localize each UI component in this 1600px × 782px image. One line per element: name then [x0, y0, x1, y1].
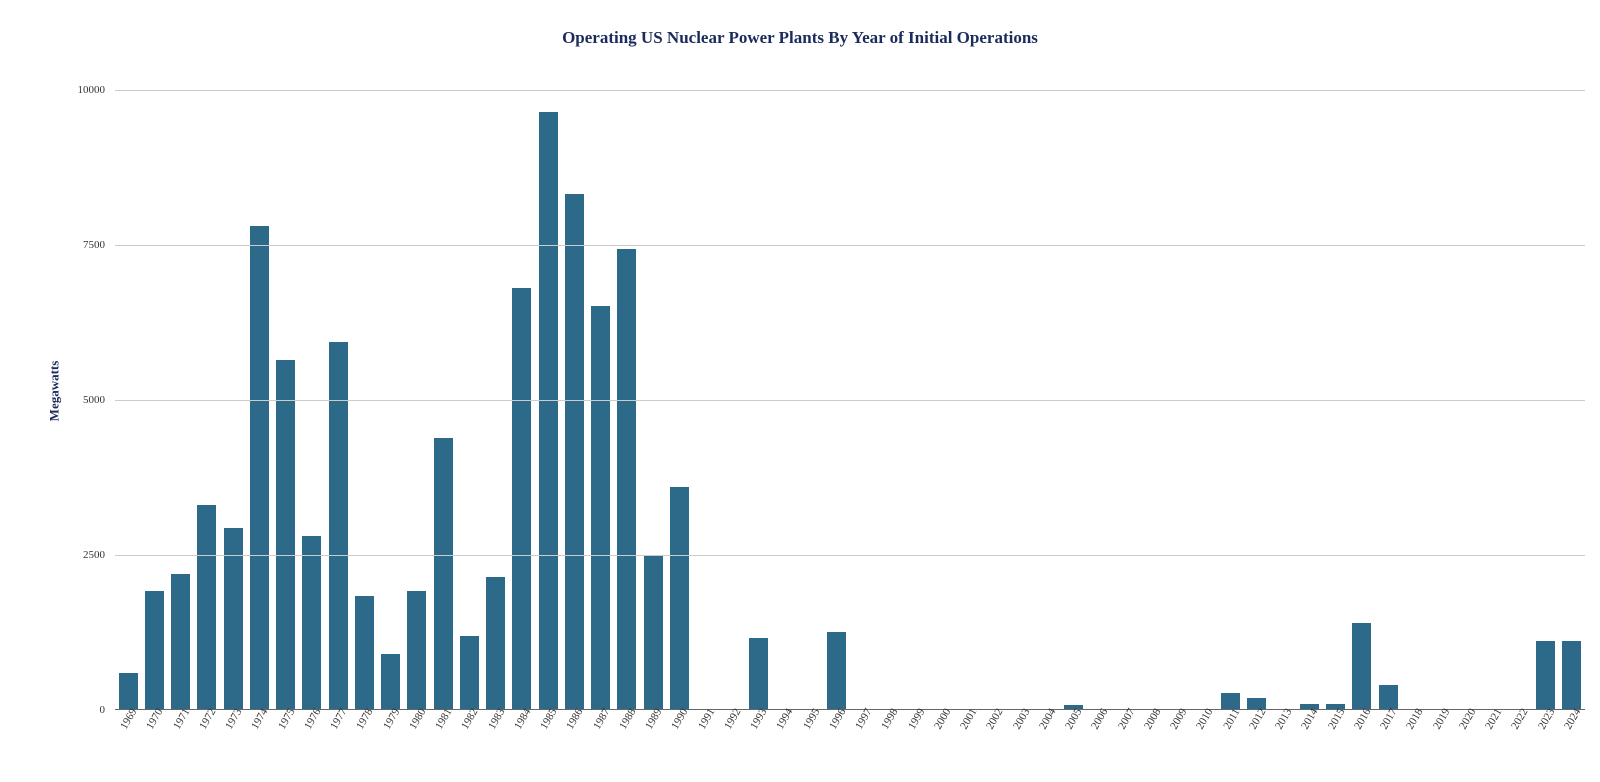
bar: [434, 438, 453, 710]
plot-area: 0250050007500100001969197019711972197319…: [115, 90, 1585, 710]
x-tick-label: 1971: [171, 706, 192, 731]
x-tick-label: 2009: [1168, 706, 1189, 731]
x-tick-label: 2001: [958, 706, 979, 731]
x-tick-label: 2019: [1431, 706, 1452, 731]
bar: [591, 306, 610, 710]
y-tick-label: 10000: [78, 84, 106, 96]
bar: [302, 536, 321, 710]
x-tick-label: 1984: [512, 706, 533, 731]
x-tick-label: 1974: [249, 706, 270, 731]
y-axis-label: Megawatts: [46, 361, 62, 422]
bar: [749, 638, 768, 710]
gridline: [115, 555, 1585, 556]
x-tick-label: 1995: [801, 706, 822, 731]
x-tick-label: 2004: [1037, 706, 1058, 731]
bar: [827, 632, 846, 710]
x-tick-label: 1981: [433, 706, 454, 731]
bar: [644, 555, 663, 710]
chart-container: Operating US Nuclear Power Plants By Yea…: [0, 0, 1600, 782]
x-tick-label: 1986: [564, 706, 585, 731]
x-tick-label: 2016: [1352, 706, 1373, 731]
x-tick-label: 1998: [879, 706, 900, 731]
bar: [1536, 641, 1555, 710]
x-tick-label: 2017: [1378, 706, 1399, 731]
x-tick-label: 2020: [1457, 706, 1478, 731]
x-tick-label: 2007: [1116, 706, 1137, 731]
x-tick-label: 1993: [748, 706, 769, 731]
x-tick-label: 2008: [1142, 706, 1163, 731]
x-tick-label: 1978: [354, 706, 375, 731]
bar: [460, 636, 479, 710]
gridline: [115, 245, 1585, 246]
x-tick-label: 2018: [1404, 706, 1425, 731]
gridline: [115, 90, 1585, 91]
y-tick-label: 2500: [83, 549, 105, 561]
x-tick-label: 1997: [853, 706, 874, 731]
x-tick-label: 1983: [486, 706, 507, 731]
x-tick-label: 1972: [197, 706, 218, 731]
x-tick-label: 2015: [1326, 706, 1347, 731]
y-tick-label: 0: [100, 704, 106, 716]
x-tick-label: 1985: [538, 706, 559, 731]
bar: [1352, 623, 1371, 710]
x-tick-label: 2024: [1562, 706, 1583, 731]
x-tick-label: 2010: [1194, 706, 1215, 731]
gridline: [115, 400, 1585, 401]
x-tick-label: 1992: [722, 706, 743, 731]
x-tick-label: 1989: [643, 706, 664, 731]
bar: [1562, 641, 1581, 710]
x-tick-label: 1973: [223, 706, 244, 731]
chart-title: Operating US Nuclear Power Plants By Yea…: [0, 28, 1600, 48]
x-tick-label: 1987: [591, 706, 612, 731]
x-tick-label: 2022: [1509, 706, 1530, 731]
bar: [145, 591, 164, 710]
bar: [512, 288, 531, 710]
x-tick-label: 1982: [459, 706, 480, 731]
x-tick-label: 1970: [144, 706, 165, 731]
y-tick-label: 5000: [83, 394, 105, 406]
bar: [565, 194, 584, 710]
x-tick-label: 1977: [328, 706, 349, 731]
x-tick-label: 1969: [118, 706, 139, 731]
x-tick-label: 1975: [276, 706, 297, 731]
x-tick-label: 2023: [1536, 706, 1557, 731]
x-tick-label: 1990: [669, 706, 690, 731]
x-tick-label: 2014: [1299, 706, 1320, 731]
x-tick-label: 2006: [1089, 706, 1110, 731]
x-tick-label: 2013: [1273, 706, 1294, 731]
x-tick-label: 1999: [906, 706, 927, 731]
x-tick-label: 2012: [1247, 706, 1268, 731]
bar: [617, 249, 636, 710]
x-tick-label: 2003: [1011, 706, 1032, 731]
x-tick-label: 1988: [617, 706, 638, 731]
x-tick-label: 1976: [302, 706, 323, 731]
x-tick-label: 2011: [1221, 707, 1242, 732]
bar: [119, 673, 138, 710]
bar: [539, 112, 558, 710]
bar: [407, 591, 426, 710]
bar: [329, 342, 348, 710]
bar: [670, 487, 689, 710]
x-tick-label: 1996: [827, 706, 848, 731]
x-tick-label: 1980: [407, 706, 428, 731]
x-tick-label: 2005: [1063, 706, 1084, 731]
bar: [381, 654, 400, 710]
bar: [197, 505, 216, 710]
x-tick-label: 2000: [932, 706, 953, 731]
x-tick-label: 2021: [1483, 706, 1504, 731]
x-tick-label: 1979: [381, 706, 402, 731]
y-tick-label: 7500: [83, 239, 105, 251]
bar: [250, 226, 269, 710]
bar: [355, 596, 374, 710]
x-tick-label: 2002: [984, 706, 1005, 731]
x-tick-label: 1994: [774, 706, 795, 731]
bar: [276, 360, 295, 710]
bar: [171, 574, 190, 710]
x-tick-label: 1991: [696, 706, 717, 731]
bar: [486, 577, 505, 710]
